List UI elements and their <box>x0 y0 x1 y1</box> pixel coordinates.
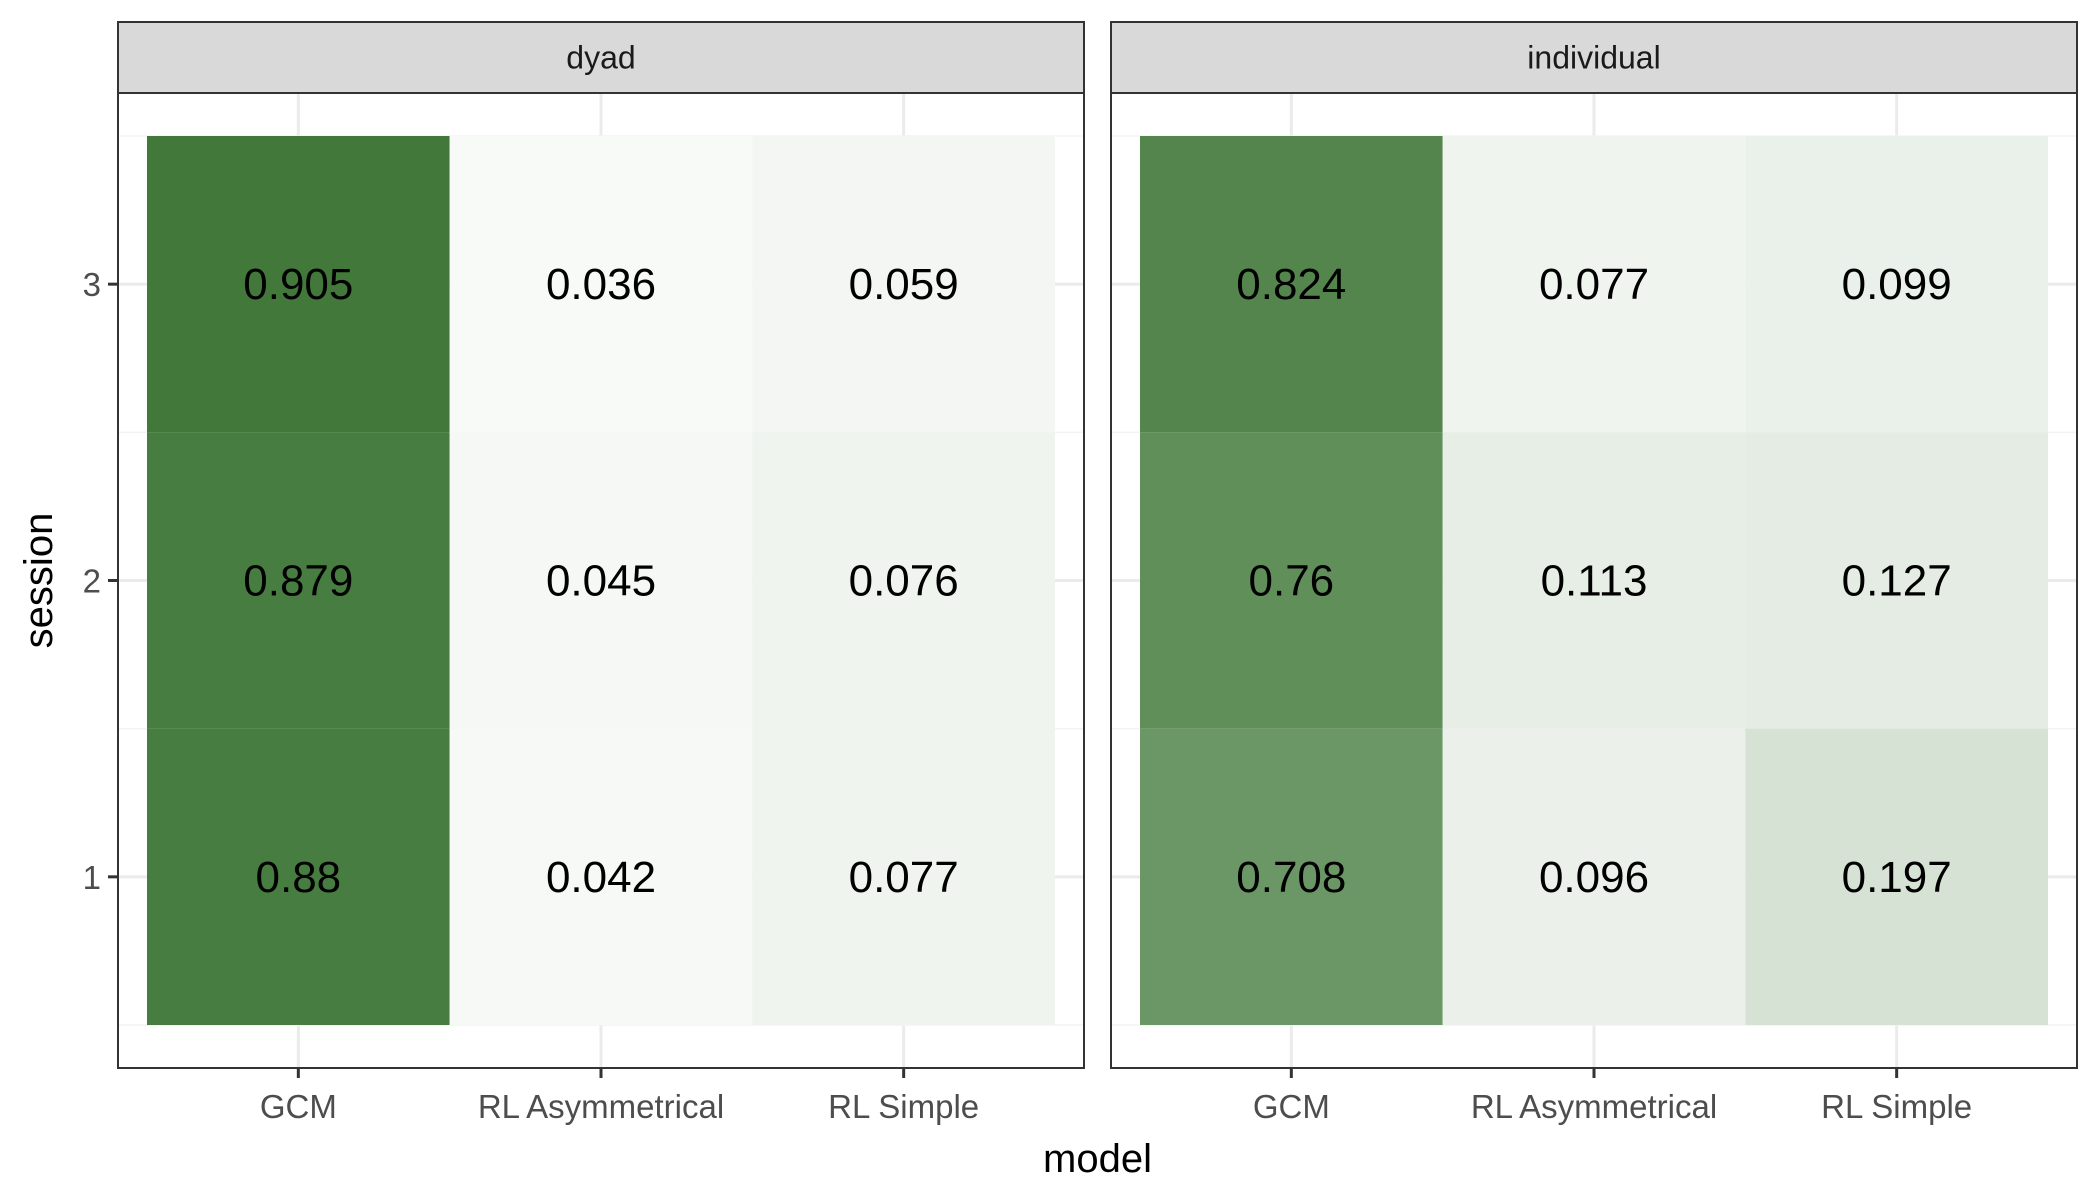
cell-value-label: 0.059 <box>849 260 959 309</box>
cell-value-label: 0.113 <box>1541 557 1648 606</box>
cell-value-label: 0.077 <box>1539 260 1649 309</box>
x-tick-label: GCM <box>1253 1088 1330 1125</box>
heatmap-cell <box>1140 728 1443 1025</box>
cell-value-label: 0.879 <box>243 557 353 606</box>
facet-strip <box>1110 21 2078 94</box>
x-tick-label: RL Simple <box>1821 1088 1972 1125</box>
x-tick-label: RL Asymmetrical <box>478 1088 724 1125</box>
y-tick-label: 2 <box>83 563 101 600</box>
heatmap-cell <box>449 136 753 433</box>
heatmap-cell <box>147 432 450 729</box>
cell-value-label: 0.096 <box>1539 853 1649 902</box>
cell-value-label: 0.127 <box>1842 557 1952 606</box>
cell-value-label: 0.708 <box>1236 853 1346 902</box>
facet-strip-label: individual <box>1527 40 1660 76</box>
y-tick-label: 1 <box>83 859 101 896</box>
cell-value-label: 0.099 <box>1842 260 1952 309</box>
heatmap-cell <box>1745 136 2048 433</box>
cell-value-label: 0.042 <box>546 853 656 902</box>
heatmap-cell <box>1442 432 1746 729</box>
facet-strip-label: dyad <box>566 40 635 76</box>
heatmap-cell <box>449 432 753 729</box>
heatmap-cell <box>449 728 753 1025</box>
cell-value-label: 0.905 <box>243 260 353 309</box>
heatmap-cell <box>752 136 1055 433</box>
cell-value-label: 0.076 <box>849 557 959 606</box>
facet-strip <box>117 21 1085 94</box>
heatmap-cell <box>1442 728 1746 1025</box>
x-tick-label: RL Asymmetrical <box>1471 1088 1717 1125</box>
heatmap-cell <box>1745 728 2048 1025</box>
heatmap-cell <box>752 728 1055 1025</box>
cell-value-label: 0.077 <box>849 853 959 902</box>
heatmap-cell <box>147 136 450 433</box>
heatmap-cell <box>1745 432 2048 729</box>
y-axis-title: session <box>17 513 61 649</box>
facet-panel-dyad: dyad 0.905 0.036 0.059 0.879 0.045 0.076 0.88 0.… <box>117 21 1085 1125</box>
cell-value-label: 0.76 <box>1249 557 1335 606</box>
x-axis-title: model <box>1043 1137 1152 1181</box>
cell-value-label: 0.824 <box>1236 260 1346 309</box>
heatmap-cell <box>1140 136 1443 433</box>
cell-value-label: 0.045 <box>546 557 656 606</box>
cell-value-label: 0.88 <box>256 853 342 902</box>
y-tick-label: 3 <box>83 266 101 303</box>
cell-value-label: 0.197 <box>1842 853 1952 902</box>
x-tick-label: GCM <box>260 1088 337 1125</box>
facet-panel-individual: individual 0.824 0.077 0.099 0.76 0.113 0.127 0… <box>1110 21 2078 1125</box>
heatmap-cell <box>752 432 1055 729</box>
heatmap-cell <box>1140 432 1443 729</box>
cell-value-label: 0.036 <box>546 260 656 309</box>
x-tick-label: RL Simple <box>828 1088 979 1125</box>
heatmap-cell <box>1442 136 1746 433</box>
heatmap-cell <box>147 728 450 1025</box>
